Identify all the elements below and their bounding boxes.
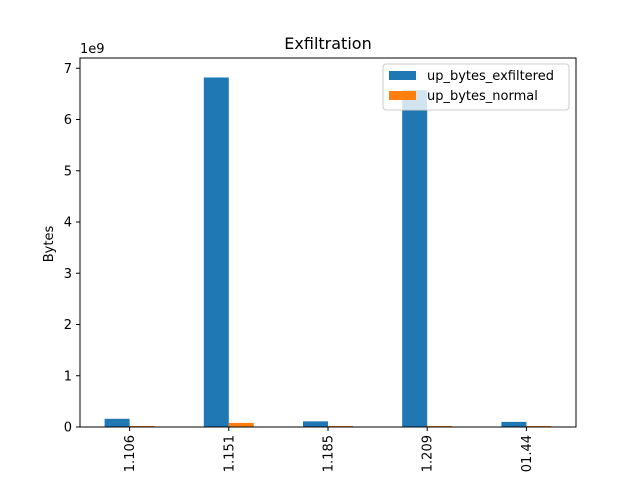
bar-up_bytes_exfiltered-3 (402, 90, 428, 427)
plot-frame (79, 57, 577, 428)
y-axis-label: Bytes (42, 226, 57, 263)
legend-label-0: up_bytes_exfiltered (427, 69, 554, 84)
legend-swatch-1 (389, 91, 416, 100)
bar-up_bytes_normal-2 (328, 425, 353, 427)
legend-label-1: up_bytes_normal (427, 89, 538, 104)
legend-box (382, 63, 570, 111)
legend-swatch-0 (389, 71, 416, 80)
bar-up_bytes_normal-4 (526, 425, 552, 427)
y-tick-label-5: 5 (64, 164, 72, 179)
y-axis-ticks: 0 1 2 3 4 5 6 7 (64, 62, 80, 436)
bars-group (104, 77, 552, 427)
x-tick-label-3: 1.209 (421, 435, 436, 472)
y-tick-label-0: 0 (64, 421, 72, 436)
bar-up_bytes_normal-0 (129, 425, 155, 427)
bar-up_bytes_exfiltered-4 (501, 421, 527, 427)
legend: up_bytes_exfiltered up_bytes_normal (382, 63, 570, 111)
x-tick-label-2: 1.185 (322, 435, 337, 472)
chart-title: Exfiltration (284, 34, 371, 53)
x-tick-label-1: 1.151 (222, 435, 237, 472)
bar-up_bytes_normal-3 (427, 425, 453, 427)
x-tick-label-4: 01.44 (520, 435, 535, 472)
bar-up_bytes_normal-1 (228, 422, 254, 427)
y-offset-label: 1e9 (80, 42, 105, 57)
x-axis-ticks: 1.106 1.151 1.185 1.209 01.44 (123, 427, 535, 472)
y-tick-label-4: 4 (64, 216, 72, 231)
x-tick-label-0: 1.106 (123, 435, 138, 472)
y-tick-label-1: 1 (64, 369, 72, 384)
bar-up_bytes_exfiltered-0 (104, 418, 130, 427)
y-tick-label-2: 2 (64, 318, 72, 333)
bar-up_bytes_exfiltered-2 (303, 421, 328, 427)
y-tick-label-3: 3 (64, 267, 72, 282)
y-tick-label-6: 6 (64, 113, 72, 128)
bar-up_bytes_exfiltered-1 (203, 77, 229, 427)
y-tick-label-7: 7 (64, 62, 72, 77)
